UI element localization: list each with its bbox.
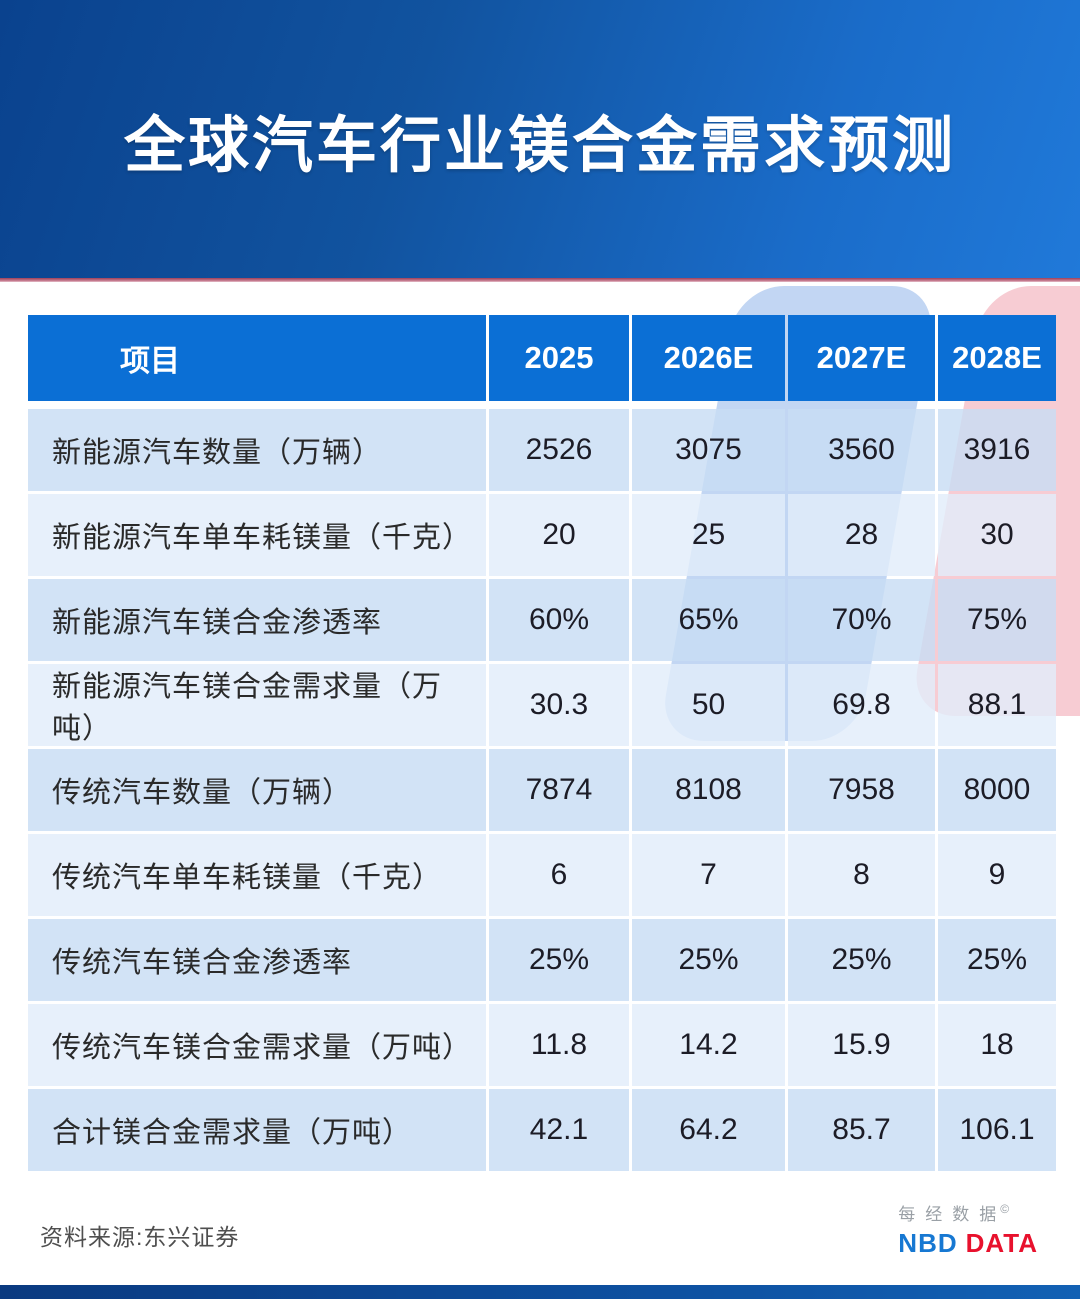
- row-value-2027e: 70%: [788, 579, 935, 661]
- row-label: 传统汽车单车耗镁量（千克）: [28, 834, 486, 916]
- data-source-note: 资料来源:东兴证券: [40, 1224, 240, 1250]
- row-value-2026e: 25: [632, 494, 785, 576]
- row-label: 新能源汽车数量（万辆）: [28, 409, 486, 491]
- table-row: 传统汽车数量（万辆） 7874 8108 7958 8000: [28, 749, 1056, 831]
- row-value-2027e: 28: [788, 494, 935, 576]
- title-banner: 全球汽车行业镁合金需求预测: [0, 0, 1080, 278]
- row-value-2026e: 14.2: [632, 1004, 785, 1086]
- row-value-2026e: 50: [632, 664, 785, 746]
- row-value-2028e: 3916: [938, 409, 1056, 491]
- row-value-2025: 6: [489, 834, 629, 916]
- table-row: 新能源汽车镁合金需求量（万吨） 30.3 50 69.8 88.1: [28, 664, 1056, 746]
- row-label: 新能源汽车镁合金需求量（万吨）: [28, 664, 486, 746]
- row-value-2028e: 8000: [938, 749, 1056, 831]
- page-title: 全球汽车行业镁合金需求预测: [123, 110, 956, 179]
- row-value-2025: 25%: [489, 919, 629, 1001]
- logo-data: DATA: [965, 1228, 1038, 1258]
- row-value-2026e: 8108: [632, 749, 785, 831]
- row-value-2027e: 69.8: [788, 664, 935, 746]
- row-label: 传统汽车数量（万辆）: [28, 749, 486, 831]
- row-value-2026e: 3075: [632, 409, 785, 491]
- column-header-item: 项目: [28, 315, 486, 401]
- row-value-2028e: 9: [938, 834, 1056, 916]
- column-header-2027e: 2027E: [788, 315, 935, 401]
- forecast-table: 项目 2025 2026E 2027E 2028E 新能源汽车数量（万辆） 25…: [28, 315, 1056, 1174]
- table-row: 新能源汽车单车耗镁量（千克） 20 25 28 30: [28, 494, 1056, 576]
- row-value-2025: 42.1: [489, 1089, 629, 1171]
- row-value-2025: 20: [489, 494, 629, 576]
- table-row: 新能源汽车镁合金渗透率 60% 65% 70% 75%: [28, 579, 1056, 661]
- copyright-mark: ©: [1000, 1202, 1010, 1217]
- row-value-2026e: 7: [632, 834, 785, 916]
- table-row: 传统汽车单车耗镁量（千克） 6 7 8 9: [28, 834, 1056, 916]
- table-body: 新能源汽车数量（万辆） 2526 3075 3560 3916 新能源汽车单车耗…: [28, 409, 1056, 1171]
- row-value-2028e: 88.1: [938, 664, 1056, 746]
- row-value-2027e: 7958: [788, 749, 935, 831]
- row-value-2028e: 106.1: [938, 1089, 1056, 1171]
- row-value-2028e: 75%: [938, 579, 1056, 661]
- bottom-blue-bar: [0, 1285, 1080, 1299]
- row-value-2026e: 25%: [632, 919, 785, 1001]
- logo-cn-chars: 每经数据: [898, 1205, 1007, 1224]
- row-label: 合计镁合金需求量（万吨）: [28, 1089, 486, 1171]
- row-value-2026e: 64.2: [632, 1089, 785, 1171]
- row-value-2027e: 25%: [788, 919, 935, 1001]
- table-row: 传统汽车镁合金渗透率 25% 25% 25% 25%: [28, 919, 1056, 1001]
- row-value-2028e: 30: [938, 494, 1056, 576]
- row-value-2025: 30.3: [489, 664, 629, 746]
- row-value-2027e: 3560: [788, 409, 935, 491]
- table-row: 传统汽车镁合金需求量（万吨） 11.8 14.2 15.9 18: [28, 1004, 1056, 1086]
- row-value-2025: 7874: [489, 749, 629, 831]
- logo-nbd: NBD: [898, 1228, 958, 1258]
- row-value-2027e: 85.7: [788, 1089, 935, 1171]
- row-value-2025: 2526: [489, 409, 629, 491]
- table-header-row: 项目 2025 2026E 2027E 2028E: [28, 315, 1056, 401]
- logo-chinese-text: 每经数据©: [898, 1200, 1038, 1225]
- column-header-2025: 2025: [489, 315, 629, 401]
- table-row: 合计镁合金需求量（万吨） 42.1 64.2 85.7 106.1: [28, 1089, 1056, 1171]
- row-value-2027e: 15.9: [788, 1004, 935, 1086]
- row-value-2026e: 65%: [632, 579, 785, 661]
- column-header-2026e: 2026E: [632, 315, 785, 401]
- row-value-2028e: 25%: [938, 919, 1056, 1001]
- column-header-2028e: 2028E: [938, 315, 1056, 401]
- red-separator: [0, 278, 1080, 282]
- table-row: 新能源汽车数量（万辆） 2526 3075 3560 3916: [28, 409, 1056, 491]
- row-label: 传统汽车镁合金需求量（万吨）: [28, 1004, 486, 1086]
- row-label: 传统汽车镁合金渗透率: [28, 919, 486, 1001]
- row-label: 新能源汽车镁合金渗透率: [28, 579, 486, 661]
- row-label: 新能源汽车单车耗镁量（千克）: [28, 494, 486, 576]
- nbd-data-logo: 每经数据© NBD DATA: [898, 1200, 1038, 1259]
- row-value-2027e: 8: [788, 834, 935, 916]
- row-value-2025: 11.8: [489, 1004, 629, 1086]
- row-value-2028e: 18: [938, 1004, 1056, 1086]
- row-value-2025: 60%: [489, 579, 629, 661]
- logo-english-text: NBD DATA: [898, 1228, 1038, 1259]
